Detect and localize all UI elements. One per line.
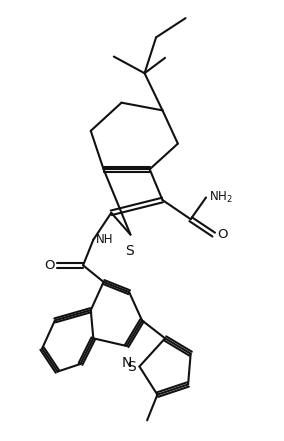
Text: S: S (128, 359, 136, 374)
Text: NH: NH (96, 233, 113, 246)
Text: S: S (125, 243, 133, 258)
Text: O: O (217, 228, 227, 241)
Text: N: N (122, 356, 132, 370)
Text: O: O (44, 259, 55, 272)
Text: NH$_2$: NH$_2$ (209, 190, 233, 205)
